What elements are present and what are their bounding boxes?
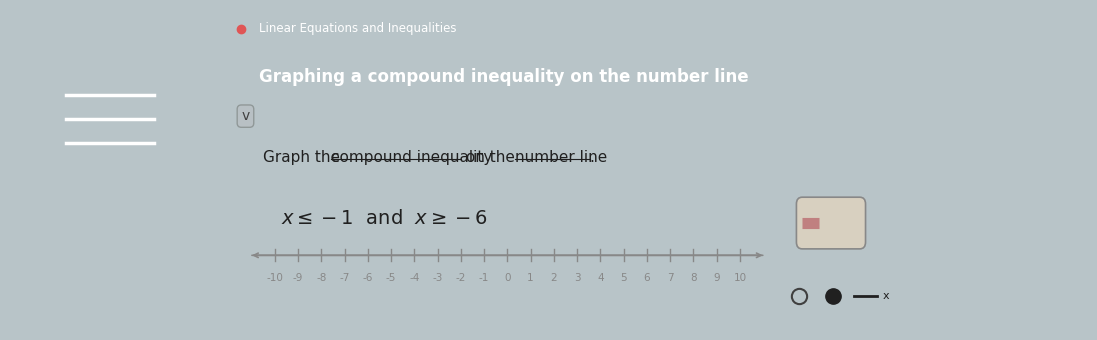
Text: 8: 8 [690,273,697,283]
Text: Linear Equations and Inequalities: Linear Equations and Inequalities [259,22,456,35]
Text: -4: -4 [409,273,419,283]
Text: on the: on the [461,150,519,165]
Text: v: v [241,109,250,123]
Text: 6: 6 [644,273,651,283]
Text: -9: -9 [293,273,303,283]
Text: 7: 7 [667,273,674,283]
Text: -5: -5 [386,273,396,283]
Text: $x\leq-1$  and  $x\geq-6$: $x\leq-1$ and $x\geq-6$ [281,209,487,228]
Text: -8: -8 [316,273,327,283]
Text: -3: -3 [432,273,443,283]
Text: 4: 4 [597,273,603,283]
Text: -7: -7 [339,273,350,283]
Text: x: x [883,291,890,302]
Text: .: . [590,150,595,165]
Text: -10: -10 [267,273,283,283]
Text: 2: 2 [551,273,557,283]
Text: 5: 5 [621,273,627,283]
Text: number line: number line [514,150,607,165]
FancyBboxPatch shape [796,197,866,249]
Text: 9: 9 [713,273,720,283]
Text: -2: -2 [455,273,466,283]
Text: -6: -6 [363,273,373,283]
Text: 0: 0 [505,273,510,283]
Text: Graphing a compound inequality on the number line: Graphing a compound inequality on the nu… [259,68,748,85]
Text: -1: -1 [479,273,489,283]
Text: compound inequality: compound inequality [331,150,493,165]
Text: 3: 3 [574,273,580,283]
Text: Graph the: Graph the [263,150,346,165]
Text: 1: 1 [528,273,534,283]
Text: 10: 10 [734,273,747,283]
